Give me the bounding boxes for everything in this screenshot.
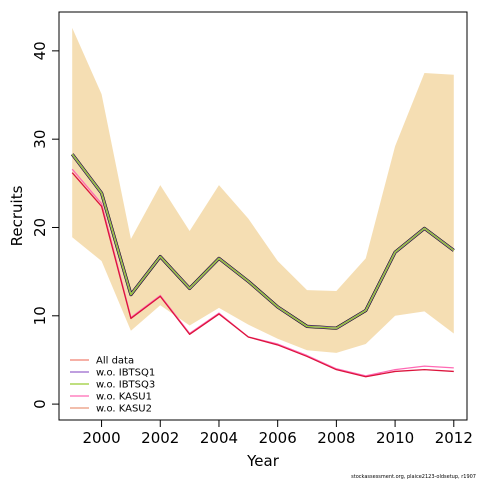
y-tick-label: 20 (31, 218, 49, 237)
x-tick-label: 2000 (82, 429, 120, 447)
legend-item-w-o-ibtsq3: w.o. IBTSQ3 (70, 380, 155, 391)
legend-label: All data (96, 356, 134, 367)
footer-text: stockassessment.org, plaice2123-oldsetup… (351, 474, 476, 480)
legend-label: w.o. IBTSQ3 (96, 380, 155, 391)
y-tick-label: 40 (31, 41, 49, 60)
series-line-w-o-ibtsq3 (71, 153, 455, 329)
y-axis: 0 10 20 30 40 (31, 41, 60, 409)
y-tick-label: 30 (31, 130, 49, 149)
legend-item-w-o-kasu2: w.o. KASU2 (70, 404, 152, 415)
x-tick-label: 2002 (141, 429, 179, 447)
x-tick-label: 2010 (376, 429, 414, 447)
x-tick-label: 2004 (200, 429, 238, 447)
legend-item-w-o-ibtsq1: w.o. IBTSQ1 (70, 368, 155, 379)
x-tick-label: 2006 (259, 429, 297, 447)
y-tick-label: 10 (31, 306, 49, 325)
legend-label: w.o. KASU1 (96, 392, 152, 403)
y-axis-title: Recruits (8, 185, 26, 246)
legend-label: w.o. KASU2 (96, 404, 152, 415)
series-line-w-o-kasu2 (71, 172, 454, 378)
y-tick-label: 0 (31, 399, 49, 409)
x-axis-title: Year (246, 452, 280, 470)
legend-item-all-data: All data (70, 356, 134, 367)
x-tick-label: 2012 (435, 429, 473, 447)
legend-item-w-o-kasu1: w.o. KASU1 (70, 392, 152, 403)
confidence-band-layer (72, 27, 454, 353)
series-lines-layer (70, 153, 455, 378)
legend-label: w.o. IBTSQ1 (96, 368, 155, 379)
confidence-band (72, 27, 454, 353)
x-tick-label: 2008 (317, 429, 355, 447)
x-axis: 2000 2002 2004 2006 2008 2010 2012 (82, 419, 473, 447)
